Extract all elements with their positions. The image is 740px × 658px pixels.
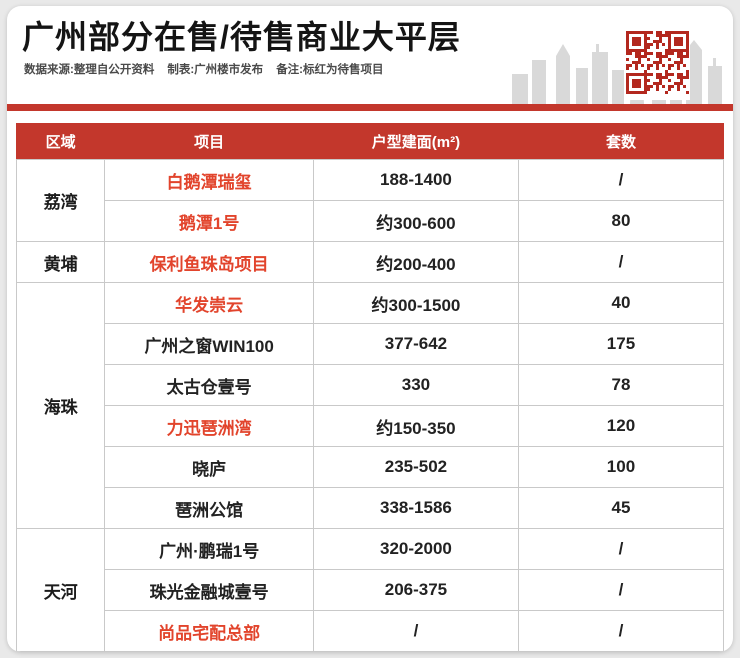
units-cell: 80 bbox=[517, 200, 725, 242]
units-cell: 120 bbox=[517, 405, 725, 447]
project-cell: 广州之窗WIN100 bbox=[104, 323, 314, 365]
data-source-note: 数据来源:整理自公开资料 bbox=[24, 64, 155, 77]
area-cell: / bbox=[312, 610, 519, 652]
units-cell: / bbox=[517, 610, 725, 652]
column-header-region: 区域 bbox=[15, 123, 106, 160]
table-row: 广州之窗WIN100 377-642 175 bbox=[17, 323, 725, 365]
infographic-card: 广州部分在售/待售商业大平层 数据来源:整理自公开资料 制表:广州楼市发布 备注… bbox=[7, 6, 733, 652]
area-cell: 377-642 bbox=[312, 323, 519, 365]
units-cell: / bbox=[517, 569, 725, 611]
table-row: 力迅琶洲湾 约150-350 120 bbox=[17, 405, 725, 447]
units-cell: / bbox=[517, 159, 725, 201]
legend-note: 备注:标红为待售项目 bbox=[276, 64, 384, 77]
project-cell: 保利鱼珠岛项目 bbox=[104, 241, 314, 283]
region-cell: 黄埔 bbox=[15, 241, 106, 283]
table-row: 鹅潭1号 约300-600 80 bbox=[17, 200, 725, 242]
table-row: 尚品宅配总部 / / bbox=[17, 610, 725, 652]
units-cell: 40 bbox=[517, 282, 725, 324]
table-row: 晓庐 235-502 100 bbox=[17, 446, 725, 488]
table-row: 荔湾 白鹅潭瑞玺 188-1400/ bbox=[15, 159, 725, 242]
table-row: 黄埔 保利鱼珠岛项目 约200-400/ bbox=[15, 241, 725, 283]
project-cell: 鹅潭1号 bbox=[104, 200, 314, 242]
listings-table: 区域 项目 户型建面(m²) 套数 荔湾 白鹅潭瑞玺 188-1400/鹅潭1号 约3… bbox=[15, 123, 725, 652]
table-header-row: 区域 项目 户型建面(m²) 套数 bbox=[15, 123, 725, 160]
region-cell: 荔湾 bbox=[15, 159, 106, 242]
project-cell: 晓庐 bbox=[104, 446, 314, 488]
area-cell: 约150-350 bbox=[312, 405, 519, 447]
area-cell: 320-2000 bbox=[312, 528, 519, 570]
area-cell: 206-375 bbox=[312, 569, 519, 611]
column-header-project: 项目 bbox=[104, 123, 314, 160]
table-row: 海珠 华发崇云 约300-1500 40 bbox=[15, 282, 725, 529]
units-cell: 45 bbox=[517, 487, 725, 529]
area-cell: 235-502 bbox=[312, 446, 519, 488]
table-row: 琶洲公馆 338-1586 45 bbox=[17, 487, 725, 529]
region-cell: 海珠 bbox=[15, 282, 106, 529]
region-cell: 天河 bbox=[15, 528, 106, 652]
units-cell: / bbox=[517, 241, 725, 283]
project-cell: 广州·鹏瑞1号 bbox=[104, 528, 314, 570]
units-cell: 100 bbox=[517, 446, 725, 488]
header: 广州部分在售/待售商业大平层 数据来源:整理自公开资料 制表:广州楼市发布 备注… bbox=[7, 18, 733, 104]
table-row: 太古仓壹号 330 78 bbox=[17, 364, 725, 406]
project-cell: 华发崇云 bbox=[104, 282, 314, 324]
area-cell: 约300-1500 bbox=[312, 282, 519, 324]
table-row: 天河 广州·鹏瑞1号 320-2000/ bbox=[15, 528, 725, 652]
table-maker-note: 制表:广州楼市发布 bbox=[167, 64, 264, 77]
project-cell: 太古仓壹号 bbox=[104, 364, 314, 406]
accent-divider bbox=[7, 104, 733, 111]
page-title: 广州部分在售/待售商业大平层 bbox=[22, 19, 461, 55]
column-header-area: 户型建面(m²) bbox=[312, 123, 519, 160]
qr-code bbox=[625, 30, 690, 100]
area-cell: 338-1586 bbox=[312, 487, 519, 529]
header-meta: 数据来源:整理自公开资料 制表:广州楼市发布 备注:标红为待售项目 bbox=[24, 61, 733, 77]
project-cell: 力迅琶洲湾 bbox=[104, 405, 314, 447]
project-cell: 白鹅潭瑞玺 bbox=[104, 159, 314, 201]
column-header-units: 套数 bbox=[517, 123, 725, 160]
area-cell: 约200-400 bbox=[312, 241, 519, 283]
units-cell: 175 bbox=[517, 323, 725, 365]
area-cell: 约300-600 bbox=[312, 200, 519, 242]
units-cell: 78 bbox=[517, 364, 725, 406]
table-row: 珠光金融城壹号 206-375/ bbox=[17, 569, 725, 611]
project-cell: 琶洲公馆 bbox=[104, 487, 314, 529]
area-cell: 330 bbox=[312, 364, 519, 406]
table-body: 荔湾 白鹅潭瑞玺 188-1400/鹅潭1号 约300-600 80 黄埔 保利鱼珠岛项目约… bbox=[15, 159, 725, 652]
area-cell: 188-1400 bbox=[312, 159, 519, 201]
project-cell: 尚品宅配总部 bbox=[104, 610, 314, 652]
units-cell: / bbox=[517, 528, 725, 570]
project-cell: 珠光金融城壹号 bbox=[104, 569, 314, 611]
